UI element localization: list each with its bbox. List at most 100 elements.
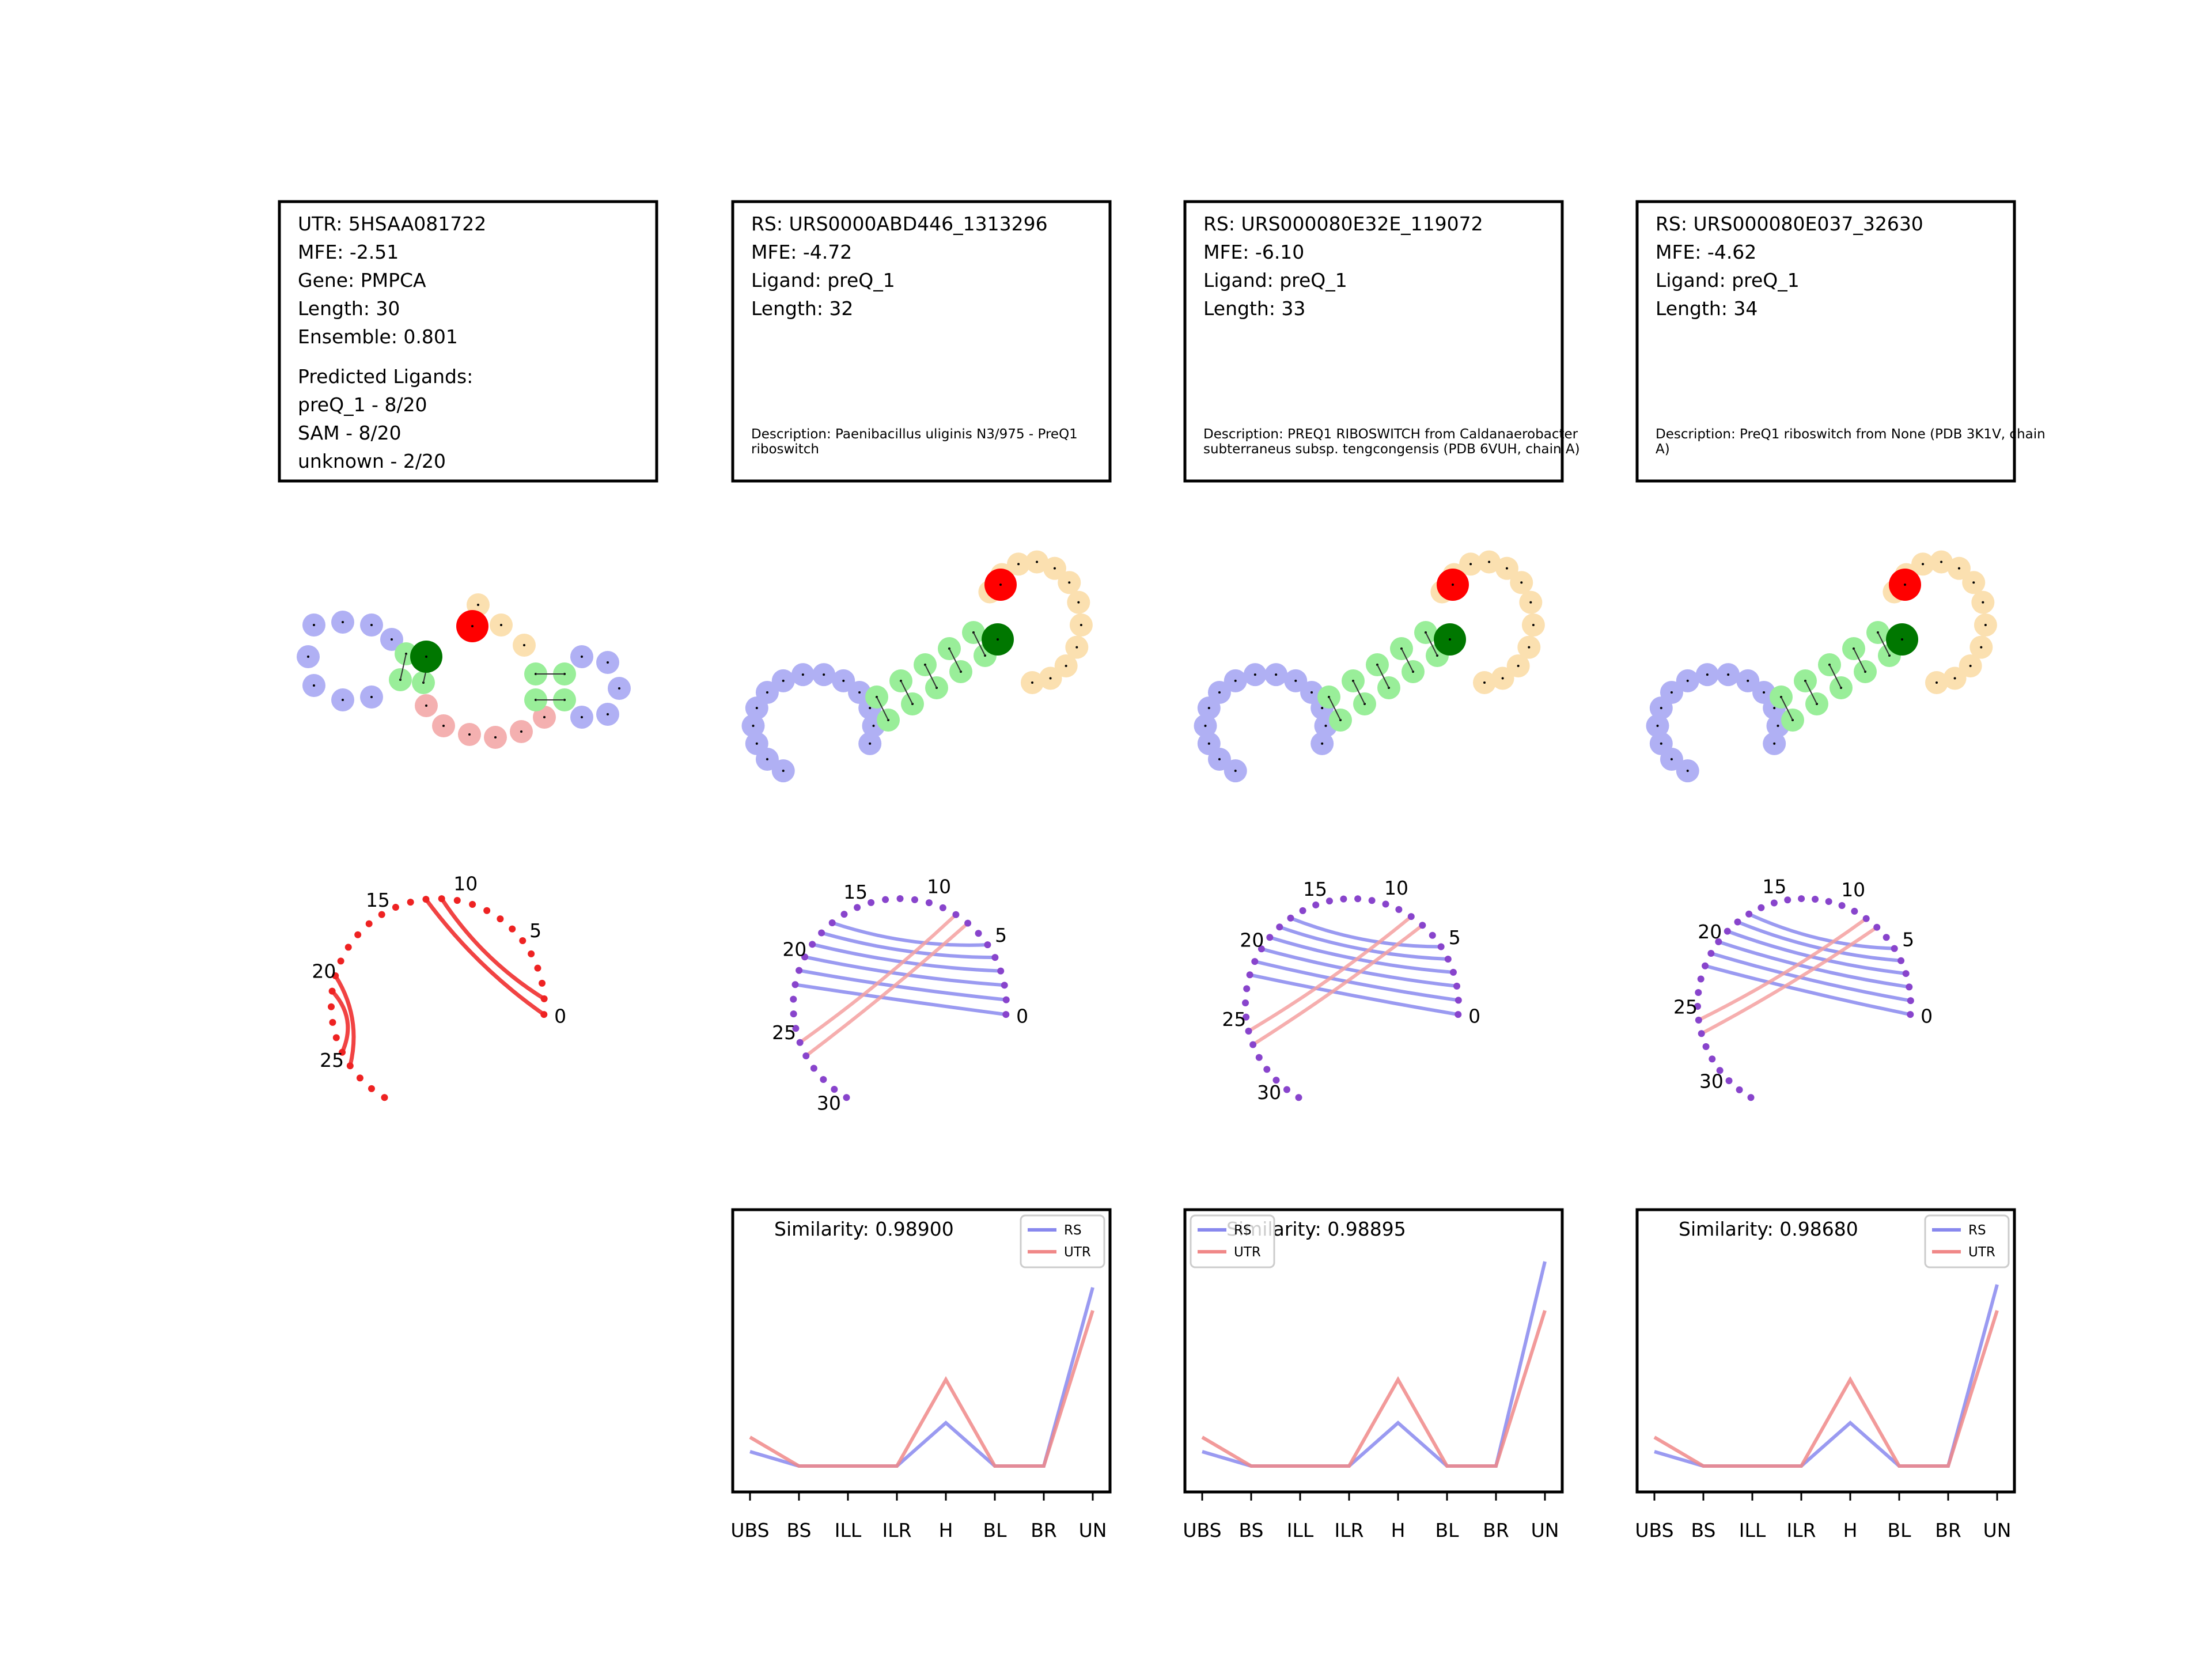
arc-position-label: 25 (772, 1021, 796, 1044)
arc-nucleotide-dot (828, 919, 836, 926)
arc-nucleotide-dot (1243, 1013, 1250, 1021)
base-pair-arc (821, 931, 995, 960)
base-pair-arc (798, 968, 1007, 1002)
info-box-2: RS: URS0000ABD446_1313296 MFE: -4.72 Ligan… (731, 200, 1112, 483)
arc-nucleotide-dot (1299, 907, 1306, 914)
arc-position-label: 0 (1921, 1005, 1933, 1028)
arc-nucleotide-dot (790, 995, 797, 1003)
arc-nucleotide-dot (1245, 1027, 1252, 1035)
base-pair-arc (1249, 973, 1459, 1017)
base-pair-arc (1698, 917, 1868, 1022)
arc-nucleotide-dot (1851, 907, 1858, 915)
arc-nucleotide-dot (1444, 955, 1452, 963)
description-text: A) (1656, 442, 1670, 457)
predicted-ligand-line: Predicted Ligands: (298, 365, 473, 388)
arc-nucleotide-dot (896, 895, 904, 903)
info-line: MFE: -6.10 (1203, 241, 1304, 263)
arc-nucleotide-dot (1453, 982, 1461, 990)
base-pair-arc (1269, 935, 1454, 974)
legend-box (1190, 1214, 1275, 1268)
x-tick-label: H (1391, 1519, 1406, 1541)
legend-label: RS (1968, 1223, 1986, 1238)
info-line: Ligand: preQ_1 (1656, 269, 1800, 291)
info-line: Length: 30 (298, 297, 400, 320)
arc-nucleotide-dot (1695, 989, 1702, 997)
arc-nucleotide-dot (1702, 1043, 1710, 1050)
base-pair-arc (1700, 926, 1878, 1035)
series-line-utr (749, 1310, 1094, 1468)
base-pair-arc (440, 897, 546, 1001)
legend-label: RS (1064, 1223, 1082, 1238)
arc-nucleotide-dot (368, 1085, 375, 1092)
x-tick-label: BL (1887, 1519, 1911, 1541)
secondary-structure-3 (1194, 550, 1545, 783)
arc-nucleotide-dot (1001, 982, 1008, 989)
arc-nucleotide-dot (1694, 1002, 1702, 1010)
info-line: RS: URS000080E32E_119072 (1203, 213, 1483, 235)
arc-nucleotide-dot (820, 1075, 827, 1083)
x-tick-label: UBS (730, 1519, 769, 1541)
base-pair-arc (1290, 916, 1441, 949)
arc-nucleotide-dot (1257, 945, 1265, 953)
arc-nucleotide-dot (332, 1034, 340, 1041)
legend-label: UTR (1064, 1245, 1091, 1260)
arc-nucleotide-dot (392, 904, 399, 911)
arc-nucleotide-dot (332, 972, 339, 979)
arc-nucleotide-dot (1716, 1067, 1724, 1074)
arc-nucleotide-dot (809, 941, 816, 948)
predicted-ligand-line: unknown - 2/20 (298, 450, 446, 472)
arc-nucleotide-dot (1770, 899, 1778, 907)
arc-nucleotide-dot (792, 1025, 800, 1032)
arc-nucleotide-dot (1266, 934, 1274, 941)
x-tick-label: BR (1031, 1519, 1057, 1541)
arc-nucleotide-dot (519, 937, 527, 945)
arc-nucleotide-dot (1243, 985, 1251, 993)
arc-nucleotide-dot (1697, 975, 1705, 983)
arc-nucleotide-dot (1698, 1030, 1705, 1037)
arc-nucleotide-dot (1002, 996, 1010, 1003)
arc-nucleotide-dot (1907, 997, 1914, 1005)
arc-position-label: 10 (927, 875, 951, 897)
base-pair-arc (1737, 920, 1902, 963)
x-tick-label: ILR (882, 1519, 911, 1541)
arc-nucleotide-dot (378, 911, 385, 918)
arc-nucleotide-dot (997, 967, 1005, 975)
arc-nucleotide-dot (1825, 897, 1832, 905)
info-box-1: UTR: 5HSAA081722 MFE: -2.51 Gene: PMPCA Len… (278, 200, 658, 483)
arc-position-label: 15 (1762, 876, 1786, 898)
info-line: Length: 33 (1203, 297, 1305, 320)
info-line: Ligand: preQ_1 (751, 269, 895, 291)
info-line: MFE: -2.51 (298, 241, 399, 263)
arc-nucleotide-dot (1263, 1066, 1271, 1073)
arc-nucleotide-dot (1382, 900, 1389, 908)
arc-position-label: 5 (1449, 926, 1461, 949)
arc-diagram-3: 0 5 10 15 20 25 30 (1222, 877, 1480, 1104)
x-tick-label: BR (1483, 1519, 1509, 1541)
arc-nucleotide-dot (790, 1010, 797, 1018)
arc-nucleotide-dot (497, 915, 504, 923)
arc-nucleotide-dot (1784, 896, 1791, 904)
description-text: subterraneus subsp. tengcongensis (PDB 6… (1203, 442, 1580, 457)
base-pair-arc (1248, 915, 1412, 1033)
arc-nucleotide-dot (1242, 999, 1249, 1006)
arc-nucleotide-dot (1798, 895, 1805, 903)
arc-nucleotide-dot (831, 1085, 838, 1093)
arc-nucleotide-dot (1745, 910, 1753, 918)
base-pair-arc (1726, 929, 1907, 976)
arc-position-label: 30 (1699, 1070, 1724, 1093)
arc-nucleotide-dot (1255, 1054, 1263, 1061)
arc-nucleotide-dot (381, 1094, 388, 1101)
arc-nucleotide-dot (1437, 943, 1445, 950)
arc-nucleotide-dot (1295, 1094, 1302, 1101)
x-tick-label: ILL (1287, 1519, 1314, 1541)
arc-nucleotide-dot (796, 1039, 804, 1046)
legend-label: RS (1234, 1223, 1252, 1238)
arc-position-label: 0 (554, 1005, 566, 1028)
arc-nucleotide-dot (528, 950, 535, 957)
arc-nucleotide-dot (1272, 1077, 1280, 1084)
arc-nucleotide-dot (911, 896, 918, 903)
x-tick-label: BR (1935, 1519, 1961, 1541)
arc-nucleotide-dot (854, 904, 861, 911)
arc-nucleotide-dot (534, 964, 541, 972)
